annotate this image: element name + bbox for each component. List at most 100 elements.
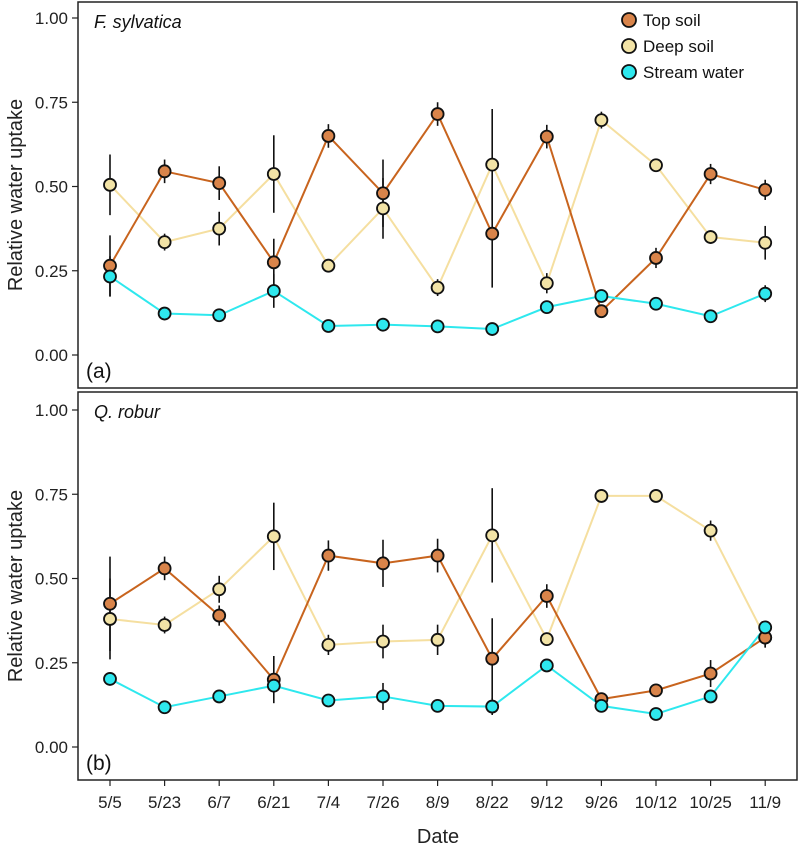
legend-marker xyxy=(621,64,637,80)
data-point-deep-soil xyxy=(157,235,172,250)
data-point-deep-soil xyxy=(758,235,773,250)
data-point-deep-soil xyxy=(485,528,500,543)
panel-a: 0.00 0.25 0.50 0.75 1.00 Relative water uptak… xyxy=(5,1,798,389)
y-tick-label: 1.00 xyxy=(35,9,68,28)
data-point-top-soil xyxy=(212,608,227,623)
data-point-top-soil xyxy=(703,666,718,681)
data-point-top-soil xyxy=(266,255,281,270)
data-point-stream-water xyxy=(103,672,117,686)
data-point-deep-soil xyxy=(594,113,609,128)
y-axis-title: Relative water uptake xyxy=(5,490,27,682)
data-point-top-soil xyxy=(321,548,336,563)
data-point-deep-soil xyxy=(539,632,554,647)
data-point-top-soil xyxy=(594,304,609,319)
x-tick-label: 9/12 xyxy=(530,793,563,812)
x-tick-label: 11/9 xyxy=(749,793,781,812)
data-point-top-soil xyxy=(376,556,390,571)
y-tick-label: 0.50 xyxy=(35,570,68,589)
legend: Top soil Deep soil Stream water xyxy=(621,11,744,82)
data-point-deep-soil xyxy=(321,258,336,273)
x-tick-label: 7/26 xyxy=(366,793,399,812)
x-tick-label: 10/25 xyxy=(689,793,732,812)
y-tick-label: 0.75 xyxy=(35,93,68,112)
data-point-deep-soil xyxy=(649,489,663,503)
data-point-top-soil xyxy=(212,176,227,191)
x-tick-label: 10/12 xyxy=(635,793,678,812)
x-tick-label: 5/5 xyxy=(98,793,122,812)
series-line-deep-soil xyxy=(109,118,766,290)
x-tick-label: 5/23 xyxy=(148,793,181,812)
data-point-stream-water xyxy=(485,699,500,714)
panel-title: F. sylvatica xyxy=(94,12,182,32)
y-tick-label: 0.25 xyxy=(35,262,68,281)
data-point-stream-water xyxy=(539,300,554,315)
x-tick-label: 8/22 xyxy=(476,793,509,812)
data-point-stream-water xyxy=(430,698,445,713)
data-point-top-soil xyxy=(649,683,663,698)
legend-label: Top soil xyxy=(643,11,701,30)
data-point-stream-water xyxy=(594,289,609,303)
panel-b: 0.00 0.25 0.50 0.75 1.00 Relative water uptak… xyxy=(5,391,798,781)
data-point-deep-soil xyxy=(103,612,117,626)
data-point-stream-water xyxy=(266,678,281,693)
data-point-top-soil xyxy=(758,182,773,197)
data-point-top-soil xyxy=(539,589,554,603)
y-tick-label: 0.25 xyxy=(35,654,68,673)
x-tick-label: 7/4 xyxy=(317,793,341,812)
data-point-stream-water xyxy=(649,296,663,311)
data-point-deep-soil xyxy=(485,157,500,172)
data-point-stream-water xyxy=(103,269,117,284)
data-point-stream-water xyxy=(376,689,390,704)
data-point-top-soil xyxy=(430,548,445,563)
data-point-deep-soil xyxy=(430,280,445,295)
data-point-stream-water xyxy=(321,319,336,333)
y-tick-label: 0.50 xyxy=(35,178,68,197)
panel-label: (a) xyxy=(86,360,112,383)
data-point-stream-water xyxy=(430,319,445,334)
data-point-deep-soil xyxy=(266,167,281,181)
data-point-top-soil xyxy=(485,651,500,666)
y-axis-title: Relative water uptake xyxy=(5,99,27,291)
data-point-deep-soil xyxy=(376,634,390,649)
legend-marker xyxy=(621,12,637,28)
panel-label: (b) xyxy=(86,752,112,775)
y-tick-label: 0.00 xyxy=(35,738,68,757)
data-point-stream-water xyxy=(212,689,227,704)
data-point-top-soil xyxy=(103,596,117,611)
data-point-deep-soil xyxy=(266,529,281,544)
data-point-deep-soil xyxy=(703,230,718,244)
legend-label: Stream water xyxy=(643,63,744,82)
y-tick-label: 0.00 xyxy=(35,346,68,365)
x-tick-label: 6/7 xyxy=(207,793,231,812)
data-point-stream-water xyxy=(594,698,609,713)
data-point-top-soil xyxy=(485,226,500,241)
data-point-top-soil xyxy=(376,186,390,201)
data-point-top-soil xyxy=(157,561,172,576)
data-point-top-soil xyxy=(539,129,554,144)
data-point-stream-water xyxy=(485,322,500,336)
x-tick-label: 9/26 xyxy=(585,793,618,812)
data-point-stream-water xyxy=(539,658,554,673)
panel-title: Q. robur xyxy=(94,402,161,422)
x-axis-title: Date xyxy=(417,826,459,848)
data-point-stream-water xyxy=(212,308,227,323)
data-point-stream-water xyxy=(703,689,718,704)
data-point-deep-soil xyxy=(703,523,718,538)
data-point-deep-soil xyxy=(103,177,117,192)
data-point-deep-soil xyxy=(212,582,227,597)
data-point-stream-water xyxy=(266,284,281,298)
data-point-top-soil xyxy=(649,251,663,265)
x-axis: 5/5 5/23 6/7 6/21 7/4 7/26 8/9 8/22 9/12 9/26 10/1… xyxy=(98,780,781,812)
y-tick-label: 1.00 xyxy=(35,401,68,420)
x-tick-label: 8/9 xyxy=(426,793,450,812)
data-point-stream-water xyxy=(376,317,390,332)
data-point-deep-soil xyxy=(321,637,336,652)
data-point-deep-soil xyxy=(430,632,445,647)
data-point-stream-water xyxy=(157,306,172,321)
data-point-stream-water xyxy=(321,693,336,708)
data-point-stream-water xyxy=(758,286,773,301)
legend-marker xyxy=(621,38,637,54)
data-point-deep-soil xyxy=(157,618,172,632)
data-point-deep-soil xyxy=(376,201,390,216)
